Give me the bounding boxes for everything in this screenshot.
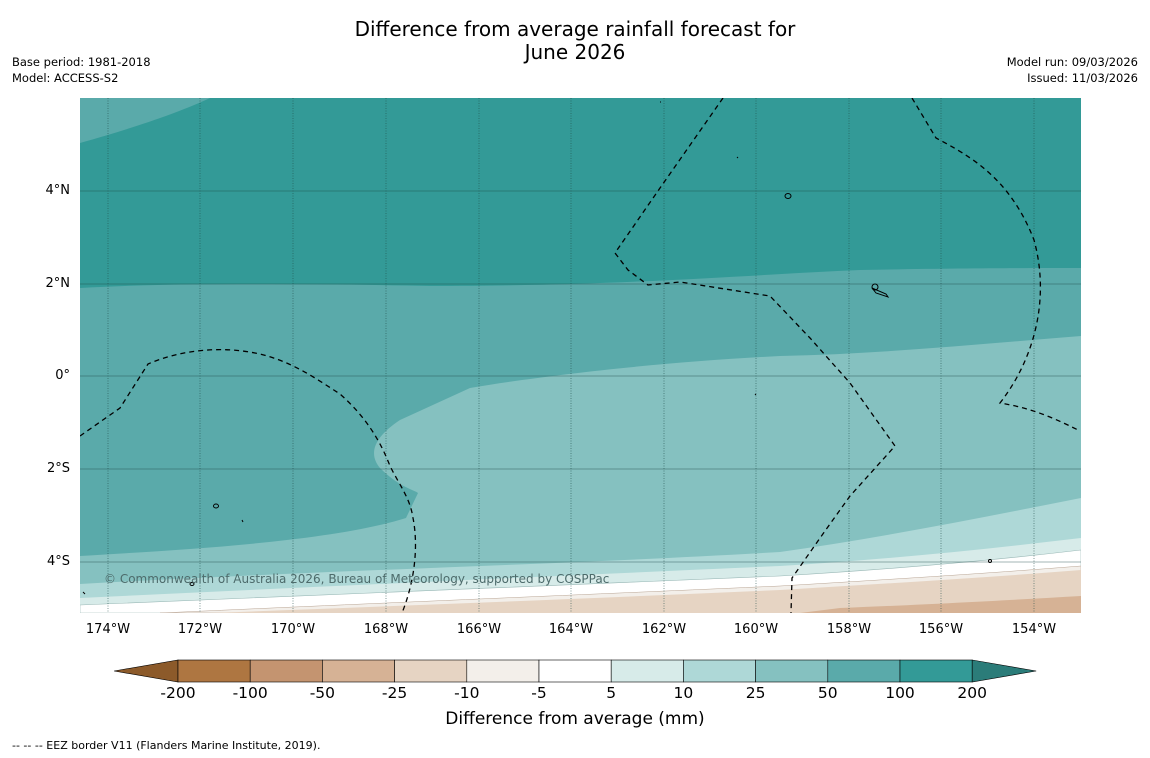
- colorbar-label: -25: [381, 684, 408, 702]
- island: [189, 582, 195, 586]
- colorbar-extend-low: [114, 659, 179, 683]
- colorbar-segment: [610, 659, 684, 683]
- model-name: Model: ACCESS-S2: [12, 71, 119, 85]
- copyright-notice: © Commonwealth of Australia 2026, Bureau…: [104, 572, 610, 586]
- band-minus-50-25: [800, 596, 1081, 613]
- colorbar-label: -100: [232, 684, 268, 702]
- band-25-50: [80, 336, 1081, 613]
- colorbar-segment: [755, 659, 829, 683]
- island: [784, 193, 792, 199]
- island: [213, 503, 219, 509]
- issued-date: Issued: 11/03/2026: [1027, 71, 1138, 85]
- island: [871, 287, 890, 298]
- base-period: Base period: 1981-2018: [12, 55, 151, 69]
- lat-tick-4n: 4°N: [45, 183, 71, 198]
- colorbar-title: Difference from average (mm): [445, 709, 705, 729]
- colorbar-segment: [177, 659, 251, 683]
- colorbar-segment: [683, 659, 756, 683]
- island: [241, 519, 244, 523]
- colorbar-segment: [322, 659, 395, 683]
- colorbar-label: 50: [817, 684, 838, 702]
- eez-border-west: [80, 349, 417, 613]
- eez-legend: -- -- -- EEZ border V11 (Flanders Marine…: [12, 739, 321, 752]
- colorbar-segment: [394, 659, 468, 683]
- island: [754, 393, 757, 396]
- lat-tick-2s: 2°S: [46, 461, 70, 476]
- colorbar: [114, 659, 1037, 683]
- lon-tick-174w: 174°W: [85, 622, 131, 637]
- islands: [82, 101, 992, 595]
- lon-tick-172w: 172°W: [177, 622, 223, 637]
- lon-tick-160w: 160°W: [733, 622, 779, 637]
- latitude-gridlines: [80, 190, 1081, 563]
- colorbar-label: -50: [309, 684, 336, 702]
- lon-tick-166w: 166°W: [456, 622, 502, 637]
- colorbar-segment: [466, 659, 540, 683]
- eez-borders: [80, 98, 1079, 613]
- colorbar-label: 10: [673, 684, 694, 702]
- lon-tick-170w: 170°W: [270, 622, 316, 637]
- colorbar-label: -5: [531, 684, 547, 702]
- band-minus-25-10: [210, 570, 1081, 613]
- colorbar-segment: [899, 659, 973, 683]
- colorbar-segment: [538, 659, 612, 683]
- lon-tick-154w: 154°W: [1011, 622, 1057, 637]
- eez-border-central: [614, 98, 896, 613]
- eez-border-east: [911, 98, 1079, 431]
- longitude-gridlines: [107, 98, 1035, 613]
- colorbar-label: -10: [454, 684, 480, 702]
- metadata-right: Model run: 09/03/2026 Issued: 11/03/2026: [1007, 54, 1138, 86]
- colorbar-segment: [827, 659, 901, 683]
- lon-tick-156w: 156°W: [918, 622, 964, 637]
- lat-tick-equator: 0°: [55, 368, 70, 383]
- colorbar-segment: [249, 659, 323, 683]
- island: [736, 156, 739, 159]
- colorbar-label: 5: [606, 684, 617, 702]
- island: [82, 591, 86, 595]
- colorbar-label: 100: [885, 684, 915, 702]
- model-run: Model run: 09/03/2026: [1006, 55, 1138, 69]
- lon-tick-158w: 158°W: [826, 622, 872, 637]
- lon-tick-164w: 164°W: [548, 622, 594, 637]
- lon-tick-168w: 168°W: [363, 622, 409, 637]
- island: [988, 559, 992, 563]
- rainfall-map: [80, 98, 1081, 613]
- metadata-left: Base period: 1981-2018 Model: ACCESS-S2: [12, 54, 151, 86]
- lat-tick-4s: 4°S: [46, 554, 70, 569]
- island: [871, 283, 879, 291]
- colorbar-label: 25: [745, 684, 766, 702]
- lat-tick-2n: 2°N: [45, 276, 71, 291]
- colorbar-label: 200: [957, 684, 987, 702]
- lon-tick-162w: 162°W: [641, 622, 687, 637]
- colorbar-extend-high: [971, 659, 1037, 683]
- band-50-100-northwest: [80, 98, 210, 143]
- map-title: Difference from average rainfall forecas…: [354, 17, 796, 64]
- colorbar-label: -200: [160, 684, 196, 702]
